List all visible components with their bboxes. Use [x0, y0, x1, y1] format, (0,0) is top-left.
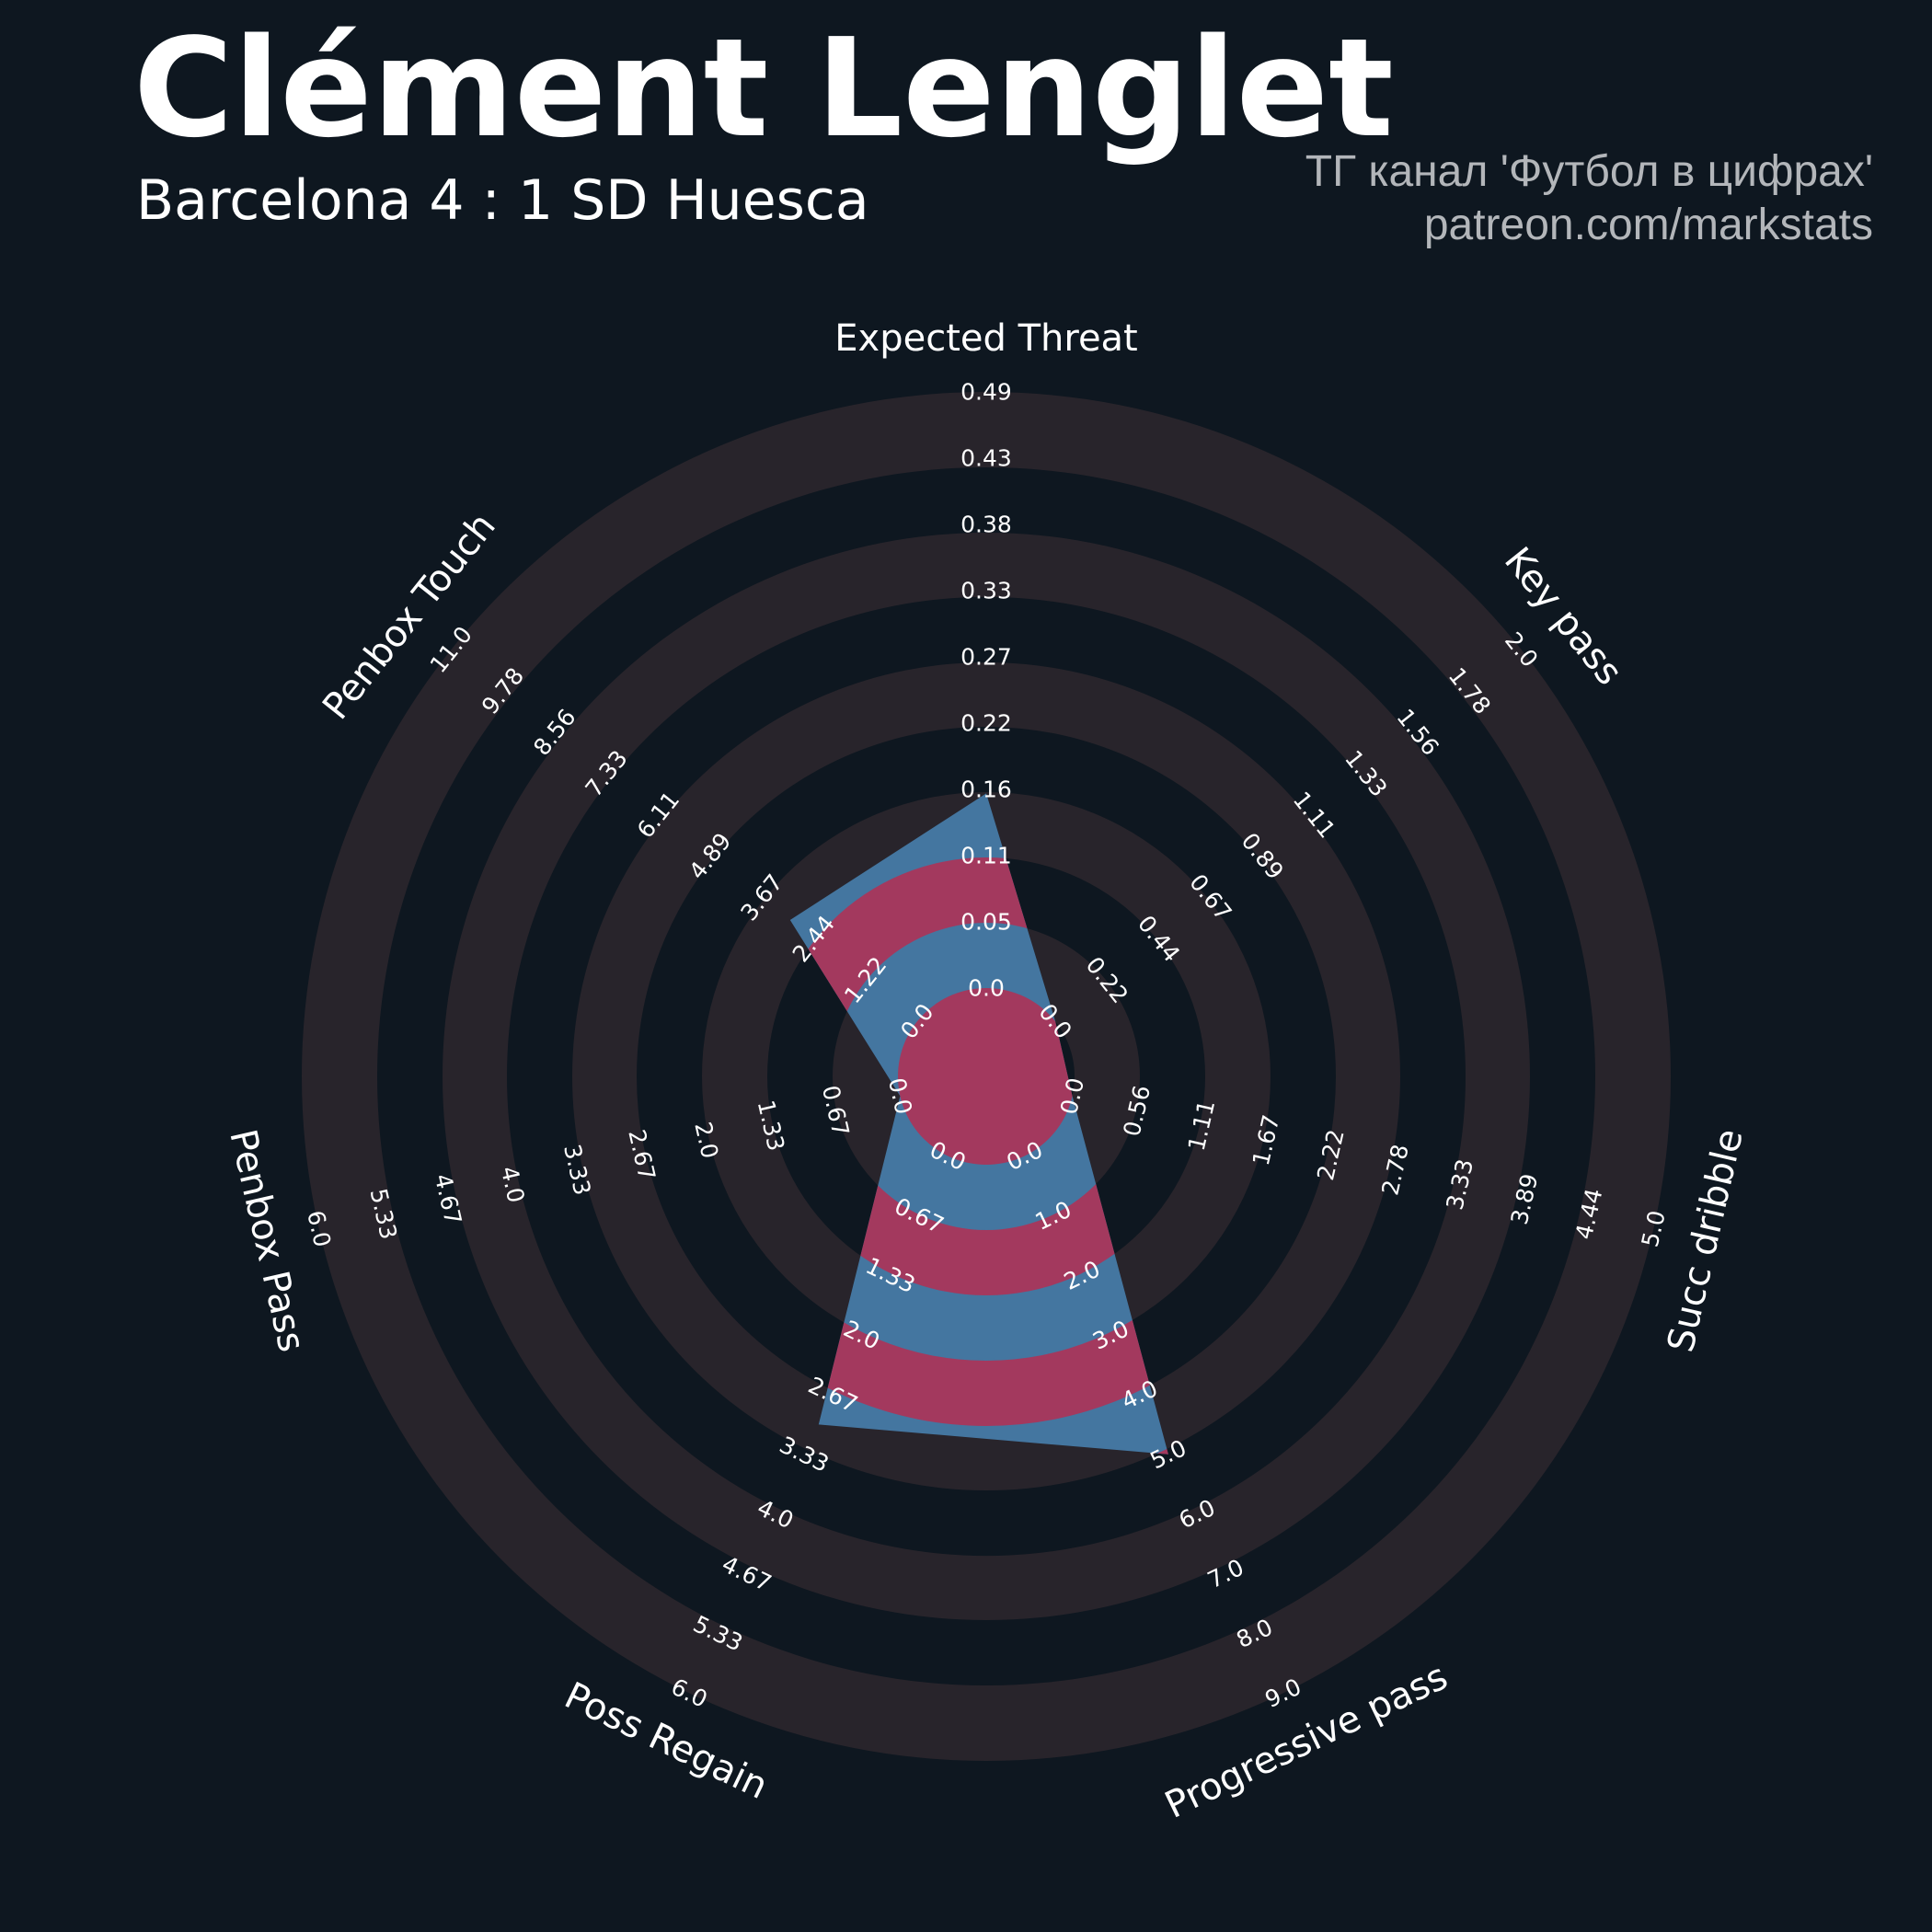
tick-label: 0.0 [968, 975, 1005, 1002]
match-subtitle: Barcelona 4 : 1 SD Huesca [136, 168, 869, 233]
tick-label: 0.27 [960, 644, 1012, 671]
axis-label: Penbox Pass [221, 1125, 313, 1355]
axis-label: Succ dribble [1660, 1125, 1752, 1356]
credit-patreon: patreon.com/markstats [1423, 201, 1873, 249]
tick-label: 0.49 [960, 379, 1012, 406]
tick-label: 0.05 [960, 909, 1012, 936]
credit-channel: ТГ канал 'Футбол в цифрах' [1305, 147, 1873, 196]
tick-label: 0.11 [960, 843, 1012, 869]
player-name-title: Clément Lenglet [133, 9, 1394, 167]
tick-label: 0.16 [960, 776, 1012, 803]
tick-label: 0.33 [960, 578, 1012, 604]
value-area-center [898, 988, 1075, 1165]
tick-label: 0.22 [960, 710, 1012, 737]
axis-label: Expected Threat [834, 317, 1138, 360]
tick-label: 0.43 [960, 445, 1012, 472]
tick-label: 0.38 [960, 512, 1012, 538]
